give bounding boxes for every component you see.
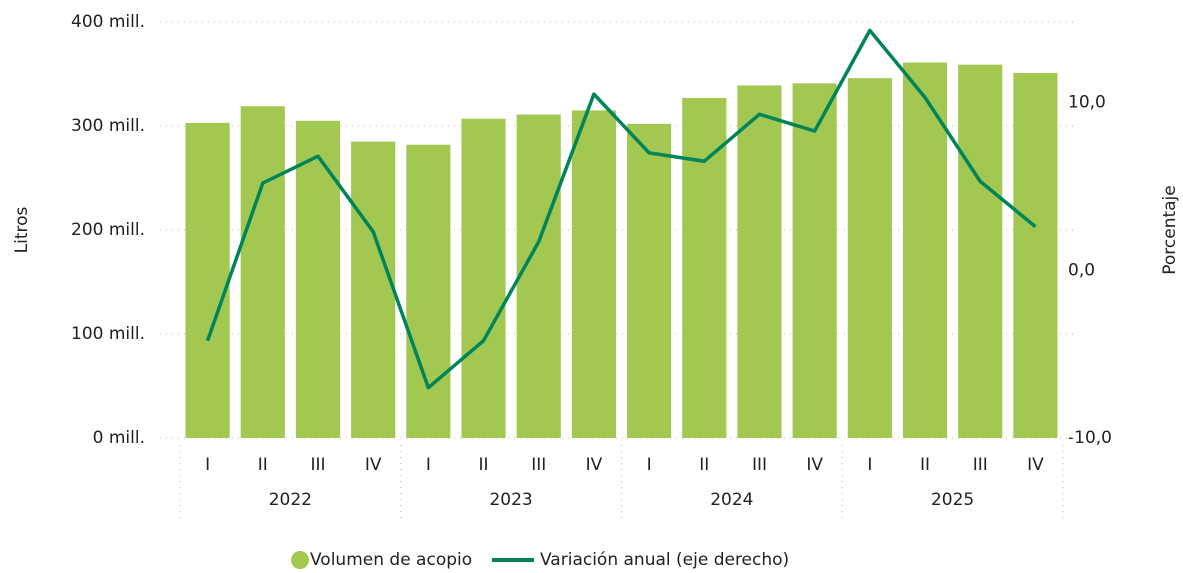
x-tick-label: III	[310, 455, 325, 475]
x-tick-label: I	[867, 455, 872, 475]
y2-tick-label: 10,0	[1068, 93, 1106, 113]
y2-tick-label: 0,0	[1068, 260, 1095, 280]
bar	[682, 97, 727, 439]
x-tick-label: I	[426, 455, 431, 475]
x-tick-label: III	[973, 455, 988, 475]
x-tick-label: IV	[586, 455, 603, 475]
bar	[902, 62, 948, 439]
x-tick-label: IV	[365, 455, 382, 475]
x-tick-label: II	[258, 455, 268, 475]
y-tick-label: 0 mill.	[93, 428, 145, 448]
bar	[351, 141, 396, 438]
y2-tick-label: -10,0	[1068, 428, 1112, 448]
bar	[737, 85, 782, 438]
x-tick-label: II	[920, 455, 930, 475]
x-tick-label: IV	[806, 455, 823, 475]
x-tick-label: IV	[1027, 455, 1044, 475]
x-group-label: 2025	[931, 490, 974, 510]
line	[205, 28, 1037, 390]
legend-label: Volumen de acopio	[310, 550, 472, 570]
bar	[461, 118, 506, 438]
bar	[406, 144, 451, 438]
bar	[185, 122, 230, 438]
x-tick-label: III	[531, 455, 546, 475]
bar	[958, 64, 1003, 438]
bar	[627, 123, 672, 439]
y2-axis-label: Porcentaje	[1160, 185, 1180, 275]
x-tick-label: II	[479, 455, 489, 475]
x-tick-label: III	[752, 455, 767, 475]
y-tick-label: 400 mill.	[71, 12, 145, 32]
bar	[1013, 72, 1058, 439]
y-axis-label: Litros	[12, 206, 32, 253]
legend-swatch	[291, 551, 309, 569]
y-tick-label: 300 mill.	[71, 116, 145, 136]
x-tick-label: I	[647, 455, 652, 475]
bar	[571, 110, 616, 439]
bar	[847, 78, 892, 438]
x-group-label: 2023	[489, 490, 532, 510]
x-tick-label: II	[699, 455, 709, 475]
x-group-label: 2024	[710, 490, 753, 510]
y-tick-label: 100 mill.	[71, 324, 145, 344]
bar	[792, 83, 837, 439]
bar	[516, 114, 561, 438]
bar	[295, 120, 341, 439]
legend-label: Variación anual (eje derecho)	[540, 550, 789, 570]
x-group-label: 2022	[269, 490, 312, 510]
x-tick-label: I	[205, 455, 210, 475]
bar	[240, 106, 285, 439]
y-tick-label: 200 mill.	[71, 220, 145, 240]
